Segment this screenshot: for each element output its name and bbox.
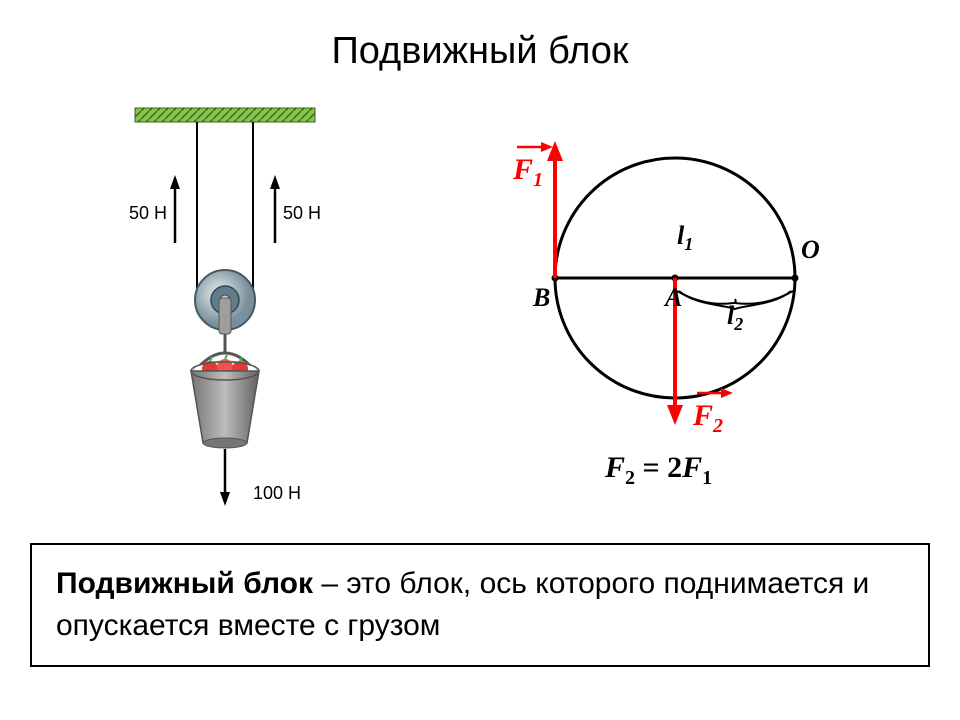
force-down-label: 100 H	[253, 483, 301, 504]
point-b: B	[533, 283, 550, 313]
pulley-svg	[85, 103, 365, 523]
f2-label: F2	[693, 399, 723, 438]
force-left-label: 50 H	[129, 203, 167, 224]
f1-label: F1	[513, 153, 543, 192]
force-right-label: 50 H	[283, 203, 321, 224]
lever-circle-diagram: F1 F2 l1 l2 B A O F2 = 2F1	[455, 103, 875, 523]
page-title: Подвижный блок	[0, 0, 960, 73]
definition-box: Подвижный блок – это блок, ось которого …	[30, 543, 930, 667]
definition-term: Подвижный блок	[56, 567, 313, 600]
l1-label: l1	[677, 221, 693, 255]
point-a: A	[665, 283, 682, 313]
formula: F2 = 2F1	[605, 451, 712, 490]
l2-label: l2	[727, 301, 743, 335]
pulley-bucket-diagram: 50 H 50 H 100 H	[85, 103, 365, 523]
diagram-area: 50 H 50 H 100 H	[0, 73, 960, 543]
point-o: O	[801, 235, 820, 265]
